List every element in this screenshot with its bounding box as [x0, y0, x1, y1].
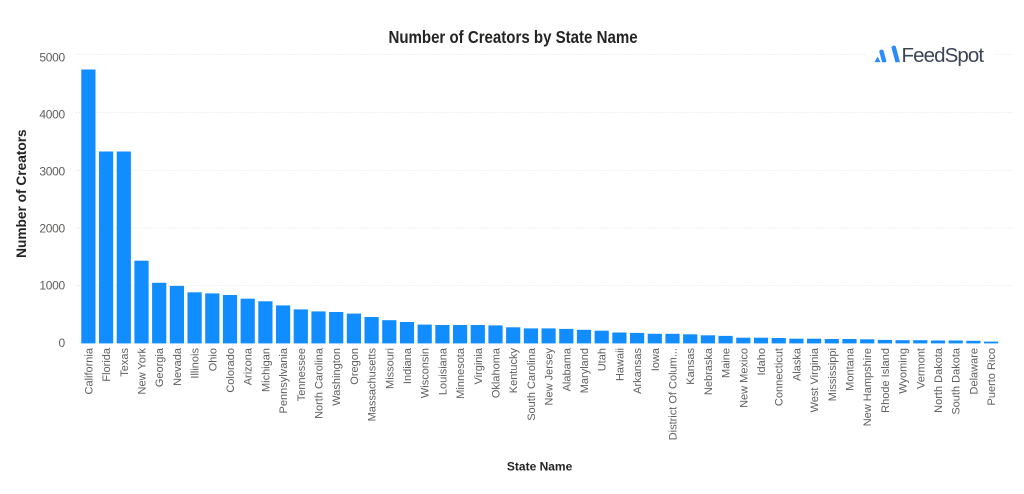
svg-text:Utah: Utah	[597, 348, 609, 371]
svg-text:Kansas: Kansas	[685, 348, 697, 385]
svg-text:Massachusetts: Massachusetts	[367, 348, 379, 422]
svg-text:Hawaii: Hawaii	[614, 348, 626, 381]
svg-text:New Mexico: New Mexico	[738, 348, 750, 408]
svg-text:Virginia: Virginia	[473, 347, 485, 384]
svg-text:Ohio: Ohio	[207, 348, 219, 371]
svg-text:FeedSpot: FeedSpot	[902, 44, 985, 67]
svg-text:Montana: Montana	[845, 347, 857, 391]
svg-text:Arizona: Arizona	[243, 347, 255, 385]
svg-text:1000: 1000	[39, 279, 65, 293]
svg-text:Wisconsin: Wisconsin	[420, 348, 432, 398]
svg-text:New York: New York	[137, 348, 149, 395]
svg-text:Delaware: Delaware	[968, 348, 980, 394]
svg-text:Indiana: Indiana	[402, 347, 414, 384]
svg-text:Oregon: Oregon	[349, 348, 361, 385]
svg-text:2000: 2000	[39, 222, 65, 236]
svg-text:Puerto Rico: Puerto Rico	[986, 348, 998, 405]
svg-text:Oklahoma: Oklahoma	[491, 347, 503, 398]
svg-text:Alabama: Alabama	[561, 347, 573, 391]
svg-text:Louisiana: Louisiana	[437, 347, 449, 395]
svg-text:Texas: Texas	[119, 348, 131, 377]
svg-text:5000: 5000	[39, 51, 65, 65]
svg-text:Maryland: Maryland	[579, 348, 591, 393]
svg-text:Rhode Island: Rhode Island	[880, 348, 892, 413]
svg-text:South Carolina: South Carolina	[526, 347, 538, 421]
svg-text:Georgia: Georgia	[154, 347, 166, 387]
svg-text:Iowa: Iowa	[650, 347, 662, 371]
svg-text:Minnesota: Minnesota	[455, 347, 467, 399]
svg-text:Vermont: Vermont	[915, 348, 927, 389]
svg-text:California: California	[83, 347, 95, 394]
svg-text:District Of Colum...: District Of Colum...	[668, 348, 680, 440]
svg-text:New Hampshire: New Hampshire	[862, 348, 874, 426]
svg-text:Missouri: Missouri	[384, 348, 396, 389]
svg-text:South Dakota: South Dakota	[951, 347, 963, 415]
svg-text:State Name: State Name	[507, 460, 573, 474]
svg-text:Idaho: Idaho	[756, 348, 768, 376]
svg-text:Kentucky: Kentucky	[508, 348, 520, 394]
svg-text:New Jersey: New Jersey	[544, 348, 556, 406]
svg-text:Nebraska: Nebraska	[703, 347, 715, 395]
svg-text:0: 0	[59, 336, 66, 350]
svg-text:Pennsylvania: Pennsylvania	[278, 347, 290, 413]
svg-text:Illinois: Illinois	[190, 348, 202, 379]
svg-text:Connecticut: Connecticut	[774, 348, 786, 406]
svg-text:Florida: Florida	[101, 347, 113, 382]
svg-text:3000: 3000	[39, 165, 65, 179]
svg-text:Washington: Washington	[331, 348, 343, 406]
svg-text:Nevada: Nevada	[172, 347, 184, 386]
svg-text:Maine: Maine	[721, 348, 733, 378]
svg-text:Number of Creators by State Na: Number of Creators by State Name	[388, 28, 637, 47]
svg-text:Tennessee: Tennessee	[296, 348, 308, 401]
svg-text:Arkansas: Arkansas	[632, 348, 644, 394]
svg-text:North Dakota: North Dakota	[933, 347, 945, 413]
svg-text:West Virginia: West Virginia	[809, 347, 821, 412]
svg-text:Mississippi: Mississippi	[827, 348, 839, 401]
svg-text:North Carolina: North Carolina	[314, 347, 326, 419]
svg-text:Number of Creators: Number of Creators	[14, 129, 29, 258]
svg-text:Wyoming: Wyoming	[898, 348, 910, 394]
svg-text:4000: 4000	[39, 108, 65, 122]
svg-text:Michigan: Michigan	[260, 348, 272, 392]
svg-text:Alaska: Alaska	[791, 347, 803, 381]
svg-text:Colorado: Colorado	[225, 348, 237, 393]
